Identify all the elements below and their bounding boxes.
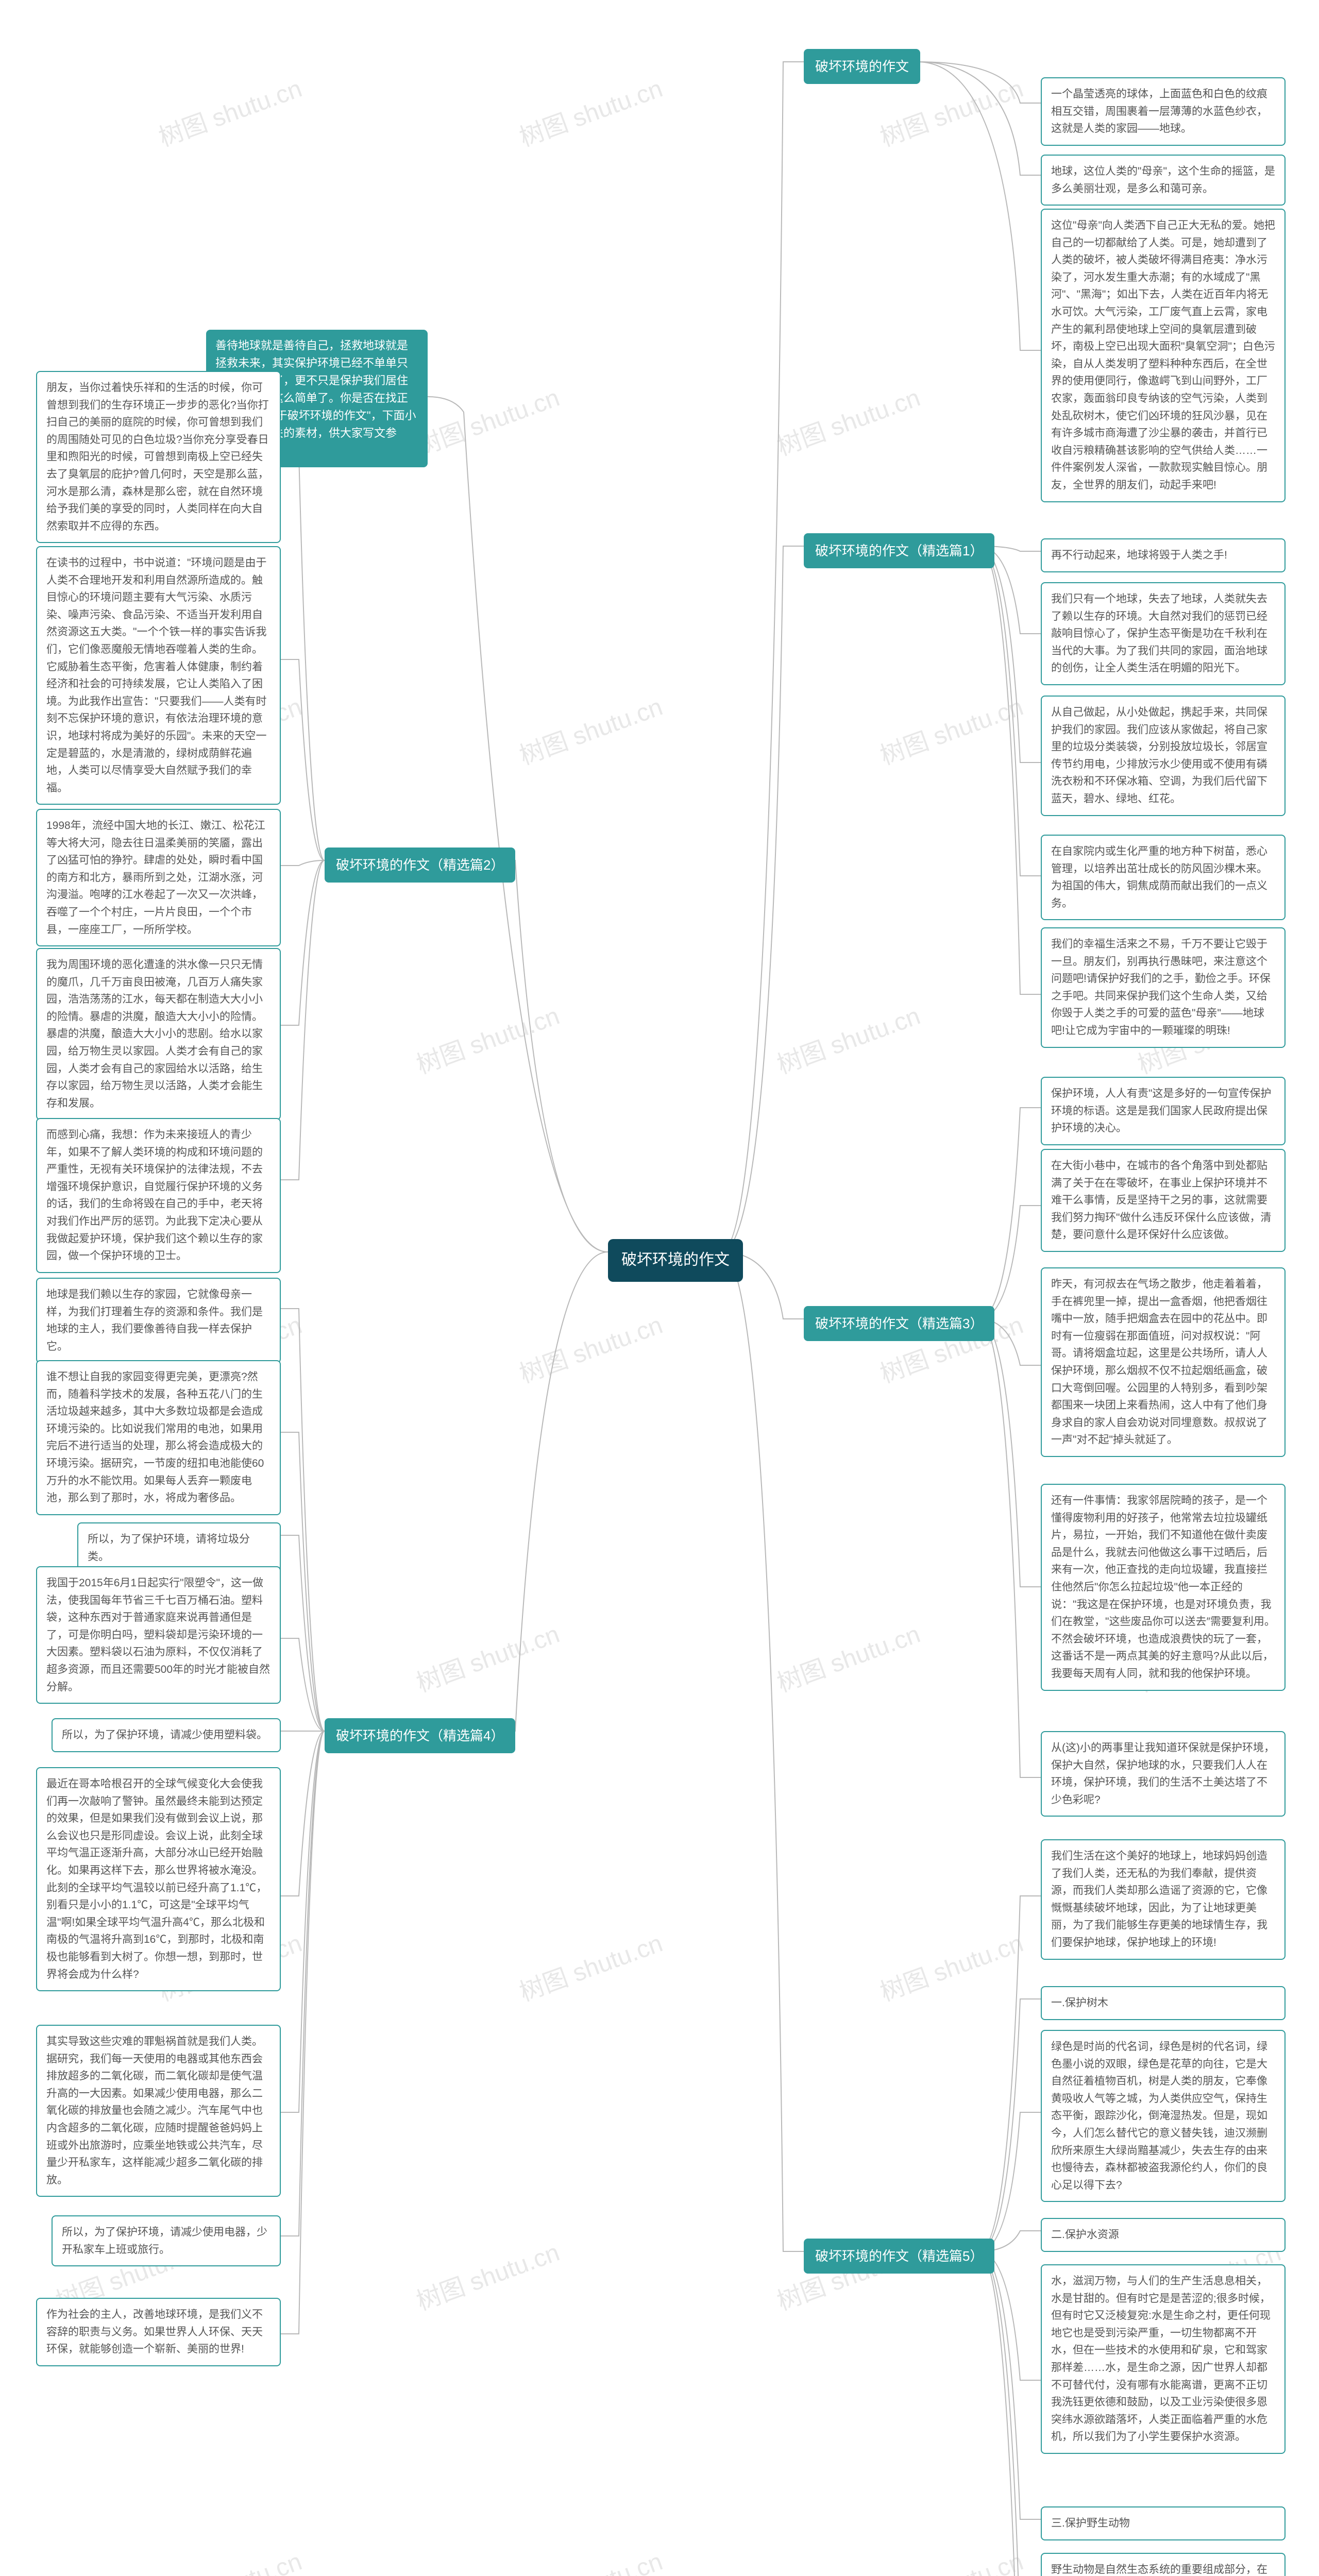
leaf: 最近在哥本哈根召开的全球气候变化大会使我们再一次敲响了警钟。虽然最终未能到达预定… xyxy=(36,1767,281,1991)
leaf: 1998年，流经中国大地的长江、嫩江、松花江等大将大河，隐去往日温柔美丽的笑靥，… xyxy=(36,809,281,946)
leaf: 一.保护树木 xyxy=(1041,1986,1286,2020)
leaf: 其实导致这些灾难的罪魁祸首就是我们人类。据研究，我们每一天使用的电器或其他东西会… xyxy=(36,2025,281,2197)
leaf: 所以，为了保护环境，请减少使用电器，少开私家车上班或旅行。 xyxy=(52,2215,281,2266)
leaf: 地球，这位人类的"母亲"，这个生命的摇篮，是多么美丽壮观，是多么和蔼可亲。 xyxy=(1041,155,1286,206)
section-right-2: 破坏环境的作文（精选篇3） xyxy=(804,1306,994,1341)
leaf: 所以，为了保护环境，请减少使用塑料袋。 xyxy=(52,1718,281,1752)
section-right-3: 破坏环境的作文（精选篇5） xyxy=(804,2239,994,2274)
leaf: 在读书的过程中，书中说道："环境问题是由于人类不合理地开发和利用自然源所造成的。… xyxy=(36,546,281,805)
center-node: 破坏环境的作文 xyxy=(608,1239,743,1282)
leaf: 而感到心痛，我想：作为未来接班人的青少年，如果不了解人类环境的构成和环境问题的严… xyxy=(36,1118,281,1273)
section-left-1: 破坏环境的作文（精选篇2） xyxy=(325,848,515,883)
leaf: 谁不想让自我的家园变得更完美，更漂亮?然而，随着科学技术的发展，各种五花八门的生… xyxy=(36,1360,281,1515)
section-left-2: 破坏环境的作文（精选篇4） xyxy=(325,1718,515,1753)
leaf: 我们只有一个地球，失去了地球，人类就失去了赖以生存的环境。大自然对我们的惩罚已经… xyxy=(1041,582,1286,685)
leaf: 绿色是时尚的代名词，绿色是树的代名词，绿色墨小说的双眼，绿色是花草的向往，它是大… xyxy=(1041,2030,1286,2202)
leaf: 二.保护水资源 xyxy=(1041,2218,1286,2252)
leaf: 在大街小巷中，在城市的各个角落中到处都贴满了关于在在零破坏，在事业上保护环境并不… xyxy=(1041,1149,1286,1252)
leaf: 还有一件事情：我家邻居院畸的孩子，是一个懂得废物利用的好孩子，他常常去垃拉圾罐纸… xyxy=(1041,1484,1286,1691)
leaf: 地球是我们赖以生存的家园，它就像母亲一样，为我们打理着生存的资源和条件。我们是地… xyxy=(36,1278,281,1363)
leaf: 保护环境，人人有责"这是多好的一句宣传保护环境的标语。这是是我们国家人民政府提出… xyxy=(1041,1077,1286,1145)
leaf: 在自家院内或生化严重的地方种下树苗，悉心管理，以培养出茁壮成长的防风固沙棵木来。… xyxy=(1041,835,1286,920)
leaf: 昨天，有河叔去在气场之散步，他走着着着，手在裤兜里一掉，提出一盒香烟，他把香烟往… xyxy=(1041,1267,1286,1457)
mindmap-canvas: 破坏环境的作文 善待地球就是善待自己，拯救地球就是拯救未来，其实保护环境已经不单… xyxy=(0,0,1319,2576)
leaf: 我们的幸福生活来之不易，千万不要让它毁于一旦。朋友们，别再执行愚昧吧，来注意这个… xyxy=(1041,927,1286,1048)
leaf: 作为社会的主人，改善地球环境，是我们义不容辞的职责与义务。如果世界人人环保、天天… xyxy=(36,2298,281,2366)
section-right-0: 破坏环境的作文 xyxy=(804,49,920,84)
leaf: 从自己做起，从小处做起，携起手来，共同保护我们的家园。我们应该从家做起，将自己家… xyxy=(1041,696,1286,816)
leaf: 野生动物是自然生态系统的重要组成部分，在维护自然生态平衡中的作用及其在社会生活中… xyxy=(1041,2553,1286,2576)
leaf: 我为周围环境的恶化遭逢的洪水像一只只无情的魔爪，几千万亩良田被淹，几百万人痛失家… xyxy=(36,948,281,1120)
leaf: 这位"母亲"向人类洒下自己正大无私的爱。她把自己的一切都献给了人类。可是，她却遭… xyxy=(1041,209,1286,502)
leaf: 我们生活在这个美好的地球上，地球妈妈创造了我们人类，还无私的为我们奉献，提供资源… xyxy=(1041,1839,1286,1960)
leaf: 从(这)小的两事里让我知道环保就是保护环境，保护大自然，保护地球的水，只要我们人… xyxy=(1041,1731,1286,1817)
leaf: 水，滋润万物，与人们的生产生活息息相关，水是甘甜的。但有时它是是苦涩的;很多时候… xyxy=(1041,2264,1286,2454)
leaf: 朋友，当你过着快乐祥和的生活的时候，你可曾想到我们的生存环境正一步步的恶化?当你… xyxy=(36,371,281,543)
section-right-1: 破坏环境的作文（精选篇1） xyxy=(804,533,994,568)
leaf: 我国于2015年6月1日起实行"限塑令"，这一做法，使我国每年节省三千七百万桶石… xyxy=(36,1566,281,1704)
leaf: 再不行动起来，地球将毁于人类之手! xyxy=(1041,538,1286,572)
leaf: 一个晶莹透亮的球体，上面蓝色和白色的纹痕相互交错，周围裹着一层薄薄的水蓝色纱衣，… xyxy=(1041,77,1286,146)
leaf: 三.保护野生动物 xyxy=(1041,2506,1286,2540)
